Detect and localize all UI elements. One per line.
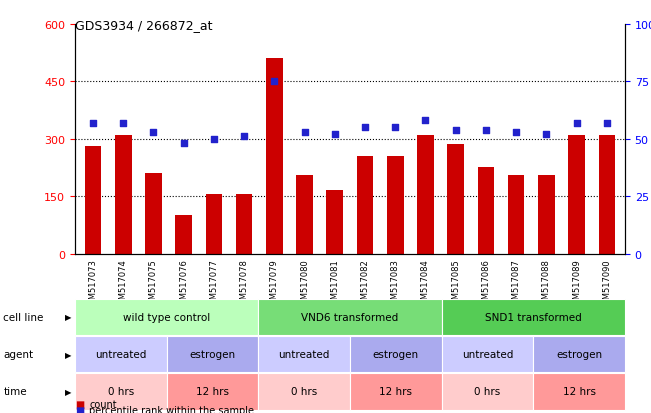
- Text: ▶: ▶: [65, 350, 72, 359]
- Point: [239, 134, 249, 140]
- Point: [572, 120, 582, 127]
- Point: [602, 120, 612, 127]
- Text: estrogen: estrogen: [556, 349, 602, 359]
- Text: ■: ■: [75, 405, 84, 413]
- Bar: [478, 168, 494, 254]
- Text: untreated: untreated: [95, 349, 146, 359]
- Point: [360, 125, 370, 131]
- Point: [421, 118, 431, 124]
- Bar: [145, 174, 161, 254]
- Text: estrogen: estrogen: [189, 349, 236, 359]
- Text: time: time: [3, 387, 27, 396]
- Text: wild type control: wild type control: [123, 312, 210, 322]
- Point: [269, 79, 279, 85]
- Text: count: count: [89, 399, 117, 409]
- Bar: [598, 135, 615, 254]
- Text: agent: agent: [3, 349, 33, 359]
- Text: 0 hrs: 0 hrs: [107, 387, 134, 396]
- Text: ▶: ▶: [65, 313, 72, 322]
- Text: untreated: untreated: [462, 349, 513, 359]
- Text: GDS3934 / 266872_at: GDS3934 / 266872_at: [75, 19, 212, 31]
- Bar: [266, 59, 283, 254]
- Bar: [538, 176, 555, 254]
- Bar: [447, 145, 464, 254]
- Text: 12 hrs: 12 hrs: [380, 387, 412, 396]
- Bar: [175, 216, 192, 254]
- Bar: [568, 135, 585, 254]
- Text: VND6 transformed: VND6 transformed: [301, 312, 398, 322]
- Bar: [327, 191, 343, 254]
- Point: [118, 120, 128, 127]
- Point: [148, 129, 159, 136]
- Point: [511, 129, 521, 136]
- Text: 0 hrs: 0 hrs: [475, 387, 501, 396]
- Point: [450, 127, 461, 133]
- Text: 12 hrs: 12 hrs: [196, 387, 229, 396]
- Bar: [387, 157, 404, 254]
- Bar: [236, 195, 253, 254]
- Text: 12 hrs: 12 hrs: [562, 387, 596, 396]
- Point: [209, 136, 219, 143]
- Point: [480, 127, 491, 133]
- Point: [299, 129, 310, 136]
- Point: [178, 141, 189, 147]
- Point: [88, 120, 98, 127]
- Bar: [206, 195, 222, 254]
- Point: [541, 131, 551, 138]
- Text: ■: ■: [75, 399, 84, 409]
- Bar: [85, 147, 102, 254]
- Text: percentile rank within the sample: percentile rank within the sample: [89, 405, 254, 413]
- Text: SND1 transformed: SND1 transformed: [485, 312, 581, 322]
- Text: untreated: untreated: [279, 349, 330, 359]
- Text: ▶: ▶: [65, 387, 72, 396]
- Text: cell line: cell line: [3, 312, 44, 322]
- Text: estrogen: estrogen: [372, 349, 419, 359]
- Text: 0 hrs: 0 hrs: [291, 387, 317, 396]
- Bar: [115, 135, 132, 254]
- Bar: [508, 176, 525, 254]
- Bar: [417, 135, 434, 254]
- Point: [390, 125, 400, 131]
- Point: [329, 131, 340, 138]
- Bar: [296, 176, 313, 254]
- Bar: [357, 157, 373, 254]
